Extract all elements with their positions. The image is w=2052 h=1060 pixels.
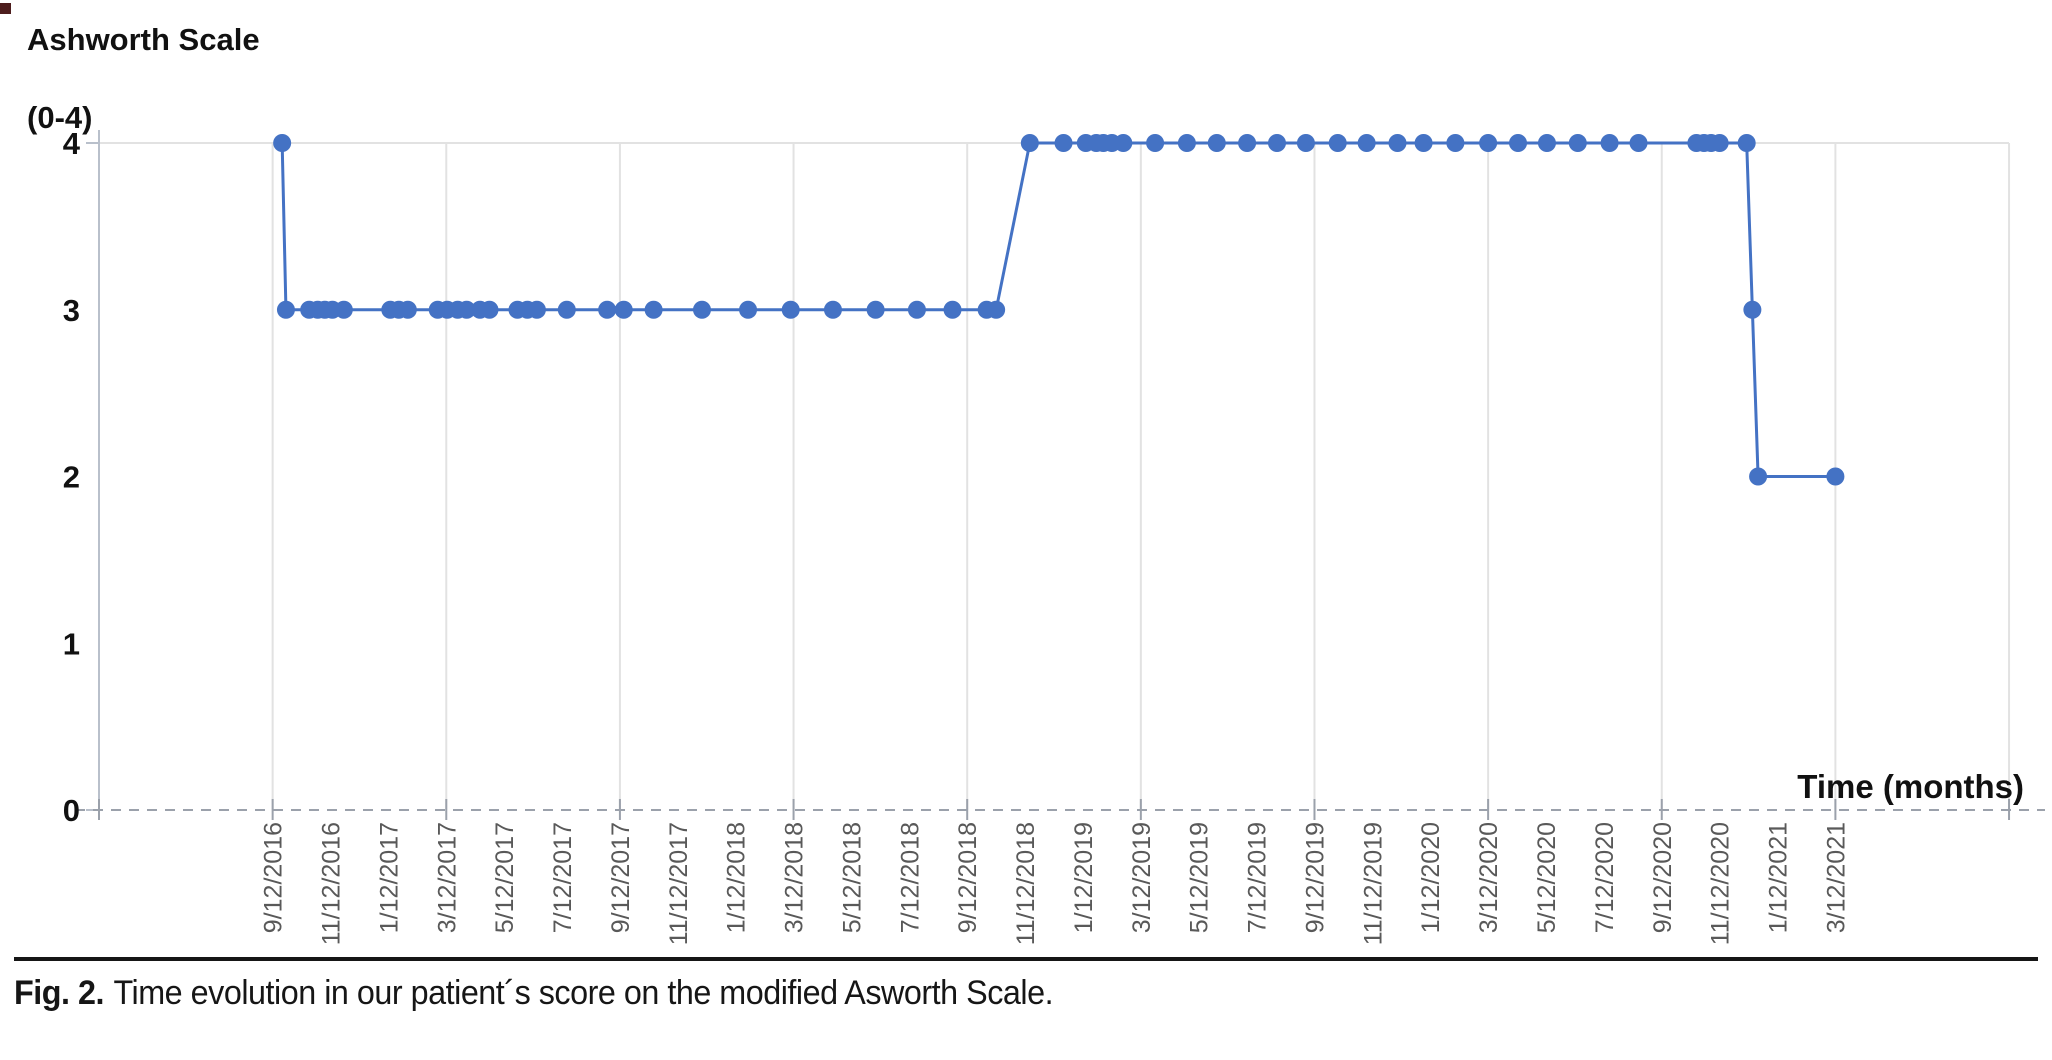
figure-caption-label: Fig. 2. xyxy=(14,974,104,1012)
x-tick-label: 11/12/2020 xyxy=(1707,822,1735,945)
data-point xyxy=(943,300,962,319)
x-tick-label: 11/12/2017 xyxy=(665,822,693,945)
data-point xyxy=(1328,134,1347,152)
x-tick-label: 1/12/2018 xyxy=(723,822,751,933)
x-tick-label: 5/12/2018 xyxy=(838,822,866,933)
data-point xyxy=(457,300,476,319)
data-point xyxy=(866,300,885,319)
data-point xyxy=(1114,134,1133,152)
x-tick-label: 7/12/2019 xyxy=(1244,822,1272,933)
data-point xyxy=(1537,134,1556,152)
y-axis-title: Ashworth Scale (0-4) xyxy=(27,20,260,137)
y-axis-title-line1: Ashworth Scale xyxy=(27,22,260,57)
figure-caption-text: Time evolution in our patient´s score on… xyxy=(113,974,1054,1012)
y-tick-label: 3 xyxy=(63,293,80,328)
data-point xyxy=(1388,134,1407,152)
data-point xyxy=(1054,134,1073,152)
x-tick-label: 3/12/2020 xyxy=(1475,822,1503,933)
data-point xyxy=(1600,134,1619,152)
x-tick-label: 5/12/2020 xyxy=(1533,822,1561,933)
y-axis-title-line2: (0-4) xyxy=(27,100,93,135)
x-tick-label: 11/12/2016 xyxy=(318,822,346,945)
x-axis-title: Time (months) xyxy=(1797,768,2024,805)
data-point xyxy=(1743,300,1762,319)
data-point xyxy=(1737,134,1756,152)
x-tick-label: 9/12/2016 xyxy=(260,822,288,933)
data-point xyxy=(1238,134,1257,152)
data-point xyxy=(598,300,617,319)
data-point xyxy=(1177,134,1196,152)
x-tick-label: 9/12/2018 xyxy=(954,822,982,933)
data-point xyxy=(480,300,499,319)
data-point xyxy=(1020,134,1039,152)
scan-artifact xyxy=(0,3,11,14)
data-point xyxy=(1267,134,1286,152)
x-tick-label: 9/12/2019 xyxy=(1301,822,1329,933)
x-tick-label: 5/12/2019 xyxy=(1186,822,1214,933)
x-tick-label: 3/12/2021 xyxy=(1822,822,1850,933)
x-tick-label: 3/12/2018 xyxy=(781,822,809,933)
data-point xyxy=(273,134,292,152)
data-point xyxy=(1207,134,1226,152)
data-point xyxy=(907,300,926,319)
data-point xyxy=(334,300,353,319)
data-point xyxy=(276,300,295,319)
data-point xyxy=(398,300,417,319)
data-point xyxy=(1146,134,1165,152)
x-tick-label: 1/12/2021 xyxy=(1765,822,1793,933)
x-tick-label: 1/12/2017 xyxy=(375,822,403,933)
figure-caption: Fig. 2. Time evolution in our patient´s s… xyxy=(14,974,1819,1013)
data-point xyxy=(1479,134,1498,152)
x-tick-label: 5/12/2017 xyxy=(491,822,519,933)
x-tick-label: 1/12/2020 xyxy=(1417,822,1445,933)
data-point xyxy=(614,300,633,319)
data-point xyxy=(1749,467,1768,486)
data-point xyxy=(557,300,576,319)
data-point xyxy=(1414,134,1433,152)
data-point xyxy=(781,300,800,319)
data-point xyxy=(1710,134,1729,152)
x-tick-label: 1/12/2019 xyxy=(1070,822,1098,933)
y-tick-label: 0 xyxy=(63,793,80,828)
data-point xyxy=(692,300,711,319)
x-tick-label: 3/12/2017 xyxy=(433,822,461,933)
data-point xyxy=(739,300,758,319)
data-point xyxy=(527,300,546,319)
y-tick-label: 1 xyxy=(63,626,80,661)
data-point xyxy=(1296,134,1315,152)
x-tick-label: 7/12/2017 xyxy=(549,822,577,933)
x-tick-label: 11/12/2019 xyxy=(1359,822,1387,945)
data-point xyxy=(1357,134,1376,152)
data-point xyxy=(644,300,663,319)
x-tick-label: 11/12/2018 xyxy=(1012,822,1040,945)
data-point xyxy=(1629,134,1648,152)
data-point xyxy=(1446,134,1465,152)
x-tick-label: 7/12/2018 xyxy=(896,822,924,933)
x-tick-label: 9/12/2020 xyxy=(1649,822,1677,933)
y-tick-label: 4 xyxy=(63,126,81,161)
caption-divider xyxy=(14,957,2038,961)
y-tick-label: 2 xyxy=(63,460,80,495)
data-point xyxy=(823,300,842,319)
data-point xyxy=(1568,134,1587,152)
x-tick-label: 7/12/2020 xyxy=(1591,822,1619,933)
data-point xyxy=(1826,467,1845,486)
data-point xyxy=(987,300,1006,319)
x-tick-label: 9/12/2017 xyxy=(607,822,635,933)
x-tick-label: 3/12/2019 xyxy=(1128,822,1156,933)
data-point xyxy=(1509,134,1528,152)
